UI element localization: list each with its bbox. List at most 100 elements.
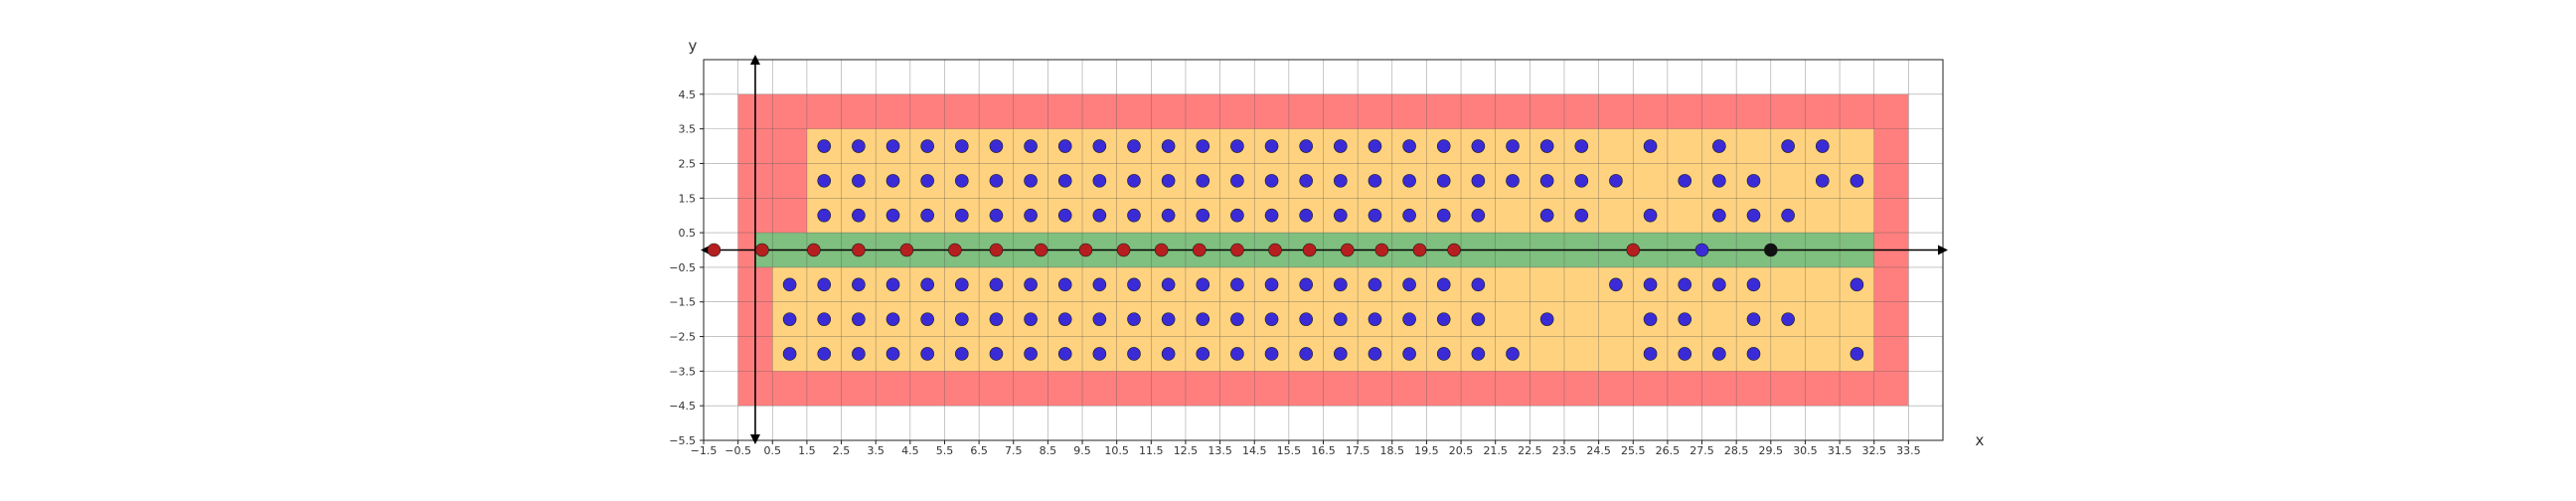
data-point [1230, 347, 1244, 361]
data-point [1746, 208, 1761, 223]
data-point [1643, 347, 1658, 361]
data-point [1643, 208, 1658, 223]
data-point [1678, 347, 1692, 361]
data-point [1626, 243, 1641, 257]
y-tick-label: −4.5 [669, 400, 696, 413]
data-point [1678, 277, 1692, 292]
data-point [1764, 243, 1778, 257]
data-point [1334, 277, 1348, 292]
data-point [1024, 139, 1038, 153]
data-point [1024, 174, 1038, 188]
data-point [1127, 312, 1141, 326]
data-point [1264, 347, 1279, 361]
data-point [817, 208, 832, 223]
data-point [1092, 277, 1107, 292]
data-point [1127, 139, 1141, 153]
data-point [1024, 312, 1038, 326]
data-point [1334, 174, 1348, 188]
data-point [1230, 174, 1244, 188]
data-point [1850, 277, 1864, 292]
x-axis-label: x [1976, 431, 1985, 449]
data-point [1368, 277, 1382, 292]
data-point [1264, 277, 1279, 292]
data-point [1506, 139, 1520, 153]
data-point [852, 174, 866, 188]
data-point [954, 312, 969, 326]
data-point [1539, 174, 1554, 188]
data-point [1161, 312, 1176, 326]
data-point [1334, 139, 1348, 153]
data-point [954, 174, 969, 188]
data-point [1712, 139, 1726, 153]
data-point [1471, 139, 1486, 153]
data-point [1850, 347, 1864, 361]
data-point [1057, 174, 1072, 188]
data-point [1299, 277, 1313, 292]
data-point [1436, 312, 1451, 326]
x-tick-label: 3.5 [867, 444, 885, 457]
data-point [1574, 139, 1589, 153]
y-tick-label: 3.5 [679, 123, 697, 136]
data-point [1746, 312, 1761, 326]
data-point [920, 174, 934, 188]
data-point [817, 277, 832, 292]
x-tick-label: 20.5 [1449, 444, 1474, 457]
data-point [1436, 139, 1451, 153]
data-point [954, 139, 969, 153]
x-tick-label: 4.5 [901, 444, 919, 457]
data-point [1161, 277, 1176, 292]
data-point [1161, 208, 1176, 223]
data-point [1024, 347, 1038, 361]
data-point [886, 312, 900, 326]
data-point [1368, 312, 1382, 326]
y-axis-label: y [689, 37, 698, 55]
x-tick-label: −1.5 [691, 444, 718, 457]
data-point [1299, 174, 1313, 188]
data-point [807, 243, 821, 257]
data-point [1643, 277, 1658, 292]
data-point [1374, 243, 1389, 257]
data-point [1506, 347, 1520, 361]
data-point [1299, 208, 1313, 223]
data-point [1024, 208, 1038, 223]
data-point [899, 243, 914, 257]
data-point [886, 277, 900, 292]
data-point [1746, 347, 1761, 361]
data-point [782, 347, 797, 361]
data-point [1264, 312, 1279, 326]
x-tick-label: 26.5 [1656, 444, 1681, 457]
x-tick-label: 19.5 [1414, 444, 1439, 457]
data-point [1299, 312, 1313, 326]
data-point [920, 277, 934, 292]
data-point [989, 243, 1004, 257]
x-tick-label: 16.5 [1311, 444, 1336, 457]
data-point [1402, 139, 1416, 153]
data-point [1092, 174, 1107, 188]
data-point [1196, 277, 1210, 292]
data-point [886, 347, 900, 361]
data-point [1712, 277, 1726, 292]
data-point [1196, 174, 1210, 188]
data-point [1609, 277, 1623, 292]
data-point [1161, 139, 1176, 153]
data-point [755, 243, 769, 257]
data-point [1643, 139, 1658, 153]
y-tick-label: 0.5 [679, 227, 697, 240]
data-point [1678, 312, 1692, 326]
x-tick-label: 23.5 [1552, 444, 1577, 457]
data-point [1161, 174, 1176, 188]
data-point [1781, 208, 1795, 223]
data-point [1436, 174, 1451, 188]
x-tick-label: 31.5 [1828, 444, 1852, 457]
data-point [1057, 277, 1072, 292]
x-tick-label: 30.5 [1793, 444, 1818, 457]
data-point [1712, 208, 1726, 223]
y-tick-label: 1.5 [679, 192, 697, 205]
data-point [1340, 243, 1355, 257]
x-tick-label: 0.5 [764, 444, 782, 457]
data-point [852, 243, 866, 257]
data-point [1116, 243, 1131, 257]
data-point [989, 174, 1004, 188]
data-point [1815, 174, 1830, 188]
data-point [1196, 139, 1210, 153]
